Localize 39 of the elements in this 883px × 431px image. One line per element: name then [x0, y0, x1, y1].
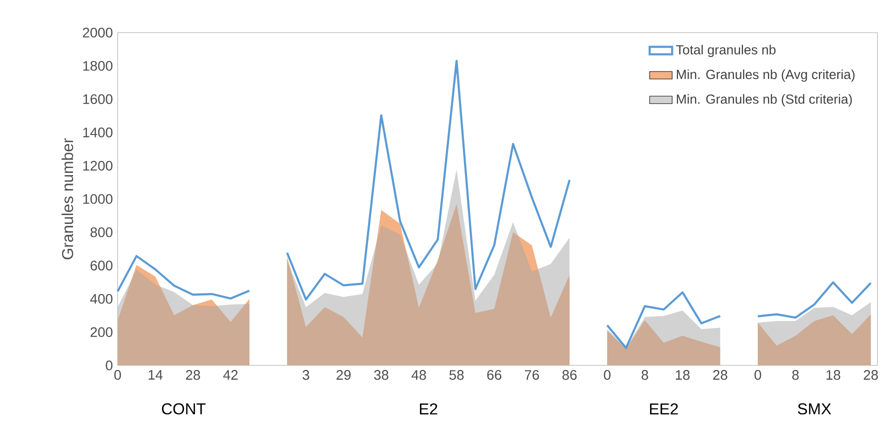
x-tick-label: 18: [676, 370, 690, 380]
x-tick-label: 18: [826, 370, 840, 380]
x-tick-label: 8: [792, 370, 799, 380]
legend-label: Total granules nb: [676, 44, 776, 58]
y-tick-label: 1600: [83, 94, 112, 104]
y-tick-label: 0: [106, 360, 112, 371]
x-tick-label: 28: [864, 370, 878, 380]
y-tick-label: 800: [90, 228, 112, 238]
x-tick-label: 48: [412, 370, 426, 380]
y-axis-title: Granules number: [62, 138, 74, 260]
x-tick-label: 38: [374, 370, 388, 380]
text: EE2: [650, 404, 678, 415]
legend-label: Min. Granules nb (Std criteria): [676, 94, 852, 107]
x-tick-label: 0: [114, 370, 121, 380]
y-tick-label: 1200: [83, 161, 112, 171]
x-tick-label: 0: [754, 370, 762, 380]
y-tick-label: 1800: [83, 61, 112, 71]
x-tick-label: 14: [148, 370, 163, 380]
x-tick-label: 8: [642, 370, 648, 380]
x-tick-label: 0: [604, 370, 611, 380]
x-tick-label: 58: [449, 370, 464, 380]
x-tick-label: 3: [302, 370, 310, 380]
y-tick-label: 1400: [83, 128, 112, 138]
x-tick-label: 86: [562, 370, 577, 380]
x-tick-label: 76: [524, 370, 539, 380]
x-tick-label: 28: [713, 370, 728, 380]
y-tick-label: 400: [90, 294, 112, 304]
y-tick-label: 200: [90, 327, 112, 338]
x-tick-label: 28: [186, 370, 200, 380]
text: CONT: [162, 403, 206, 415]
y-tick-label: 600: [90, 260, 112, 271]
x-tick-label: 66: [487, 370, 502, 380]
x-tick-label: 42: [223, 370, 238, 380]
x-tick-label: 29: [336, 370, 351, 380]
y-tick-label: 2000: [82, 28, 112, 38]
text: E2: [420, 404, 438, 415]
y-tick-label: 1000: [83, 194, 112, 204]
legend-label: Min. Granules nb (Avg criteria): [676, 70, 855, 82]
text: SMX: [798, 403, 832, 415]
